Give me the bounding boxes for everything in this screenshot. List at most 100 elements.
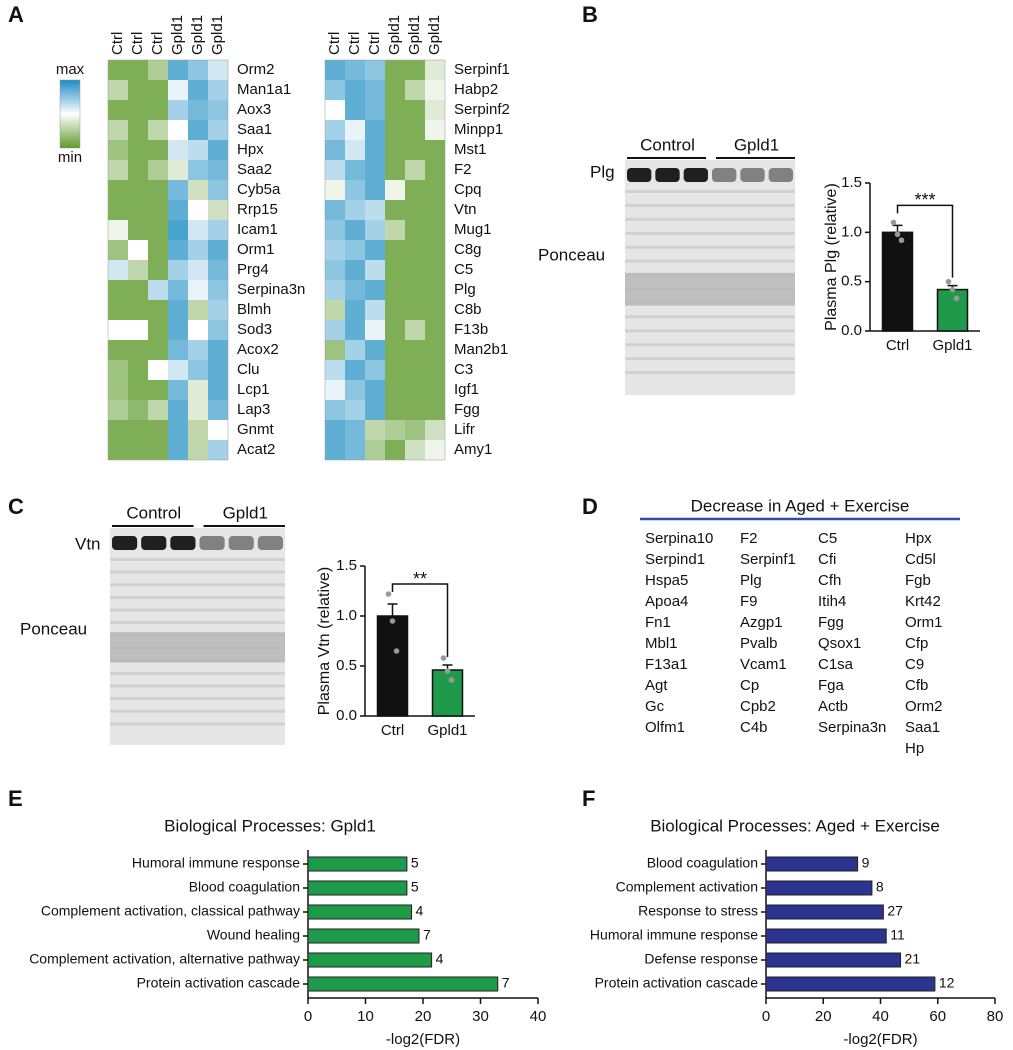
heatmap-cell (108, 160, 128, 180)
gene-name: Orm2 (905, 698, 943, 715)
heatmap-cell (128, 320, 148, 340)
heatmap-cell (345, 440, 365, 460)
heatmap-cell (405, 140, 425, 160)
heatmap-cell (108, 440, 128, 460)
bar (765, 928, 887, 944)
panel-label: F (582, 786, 595, 811)
count-label: 5 (411, 855, 419, 871)
heatmap-cell (325, 60, 345, 80)
heatmap-cell (148, 300, 168, 320)
gene-name: Gc (645, 698, 665, 715)
column-label: Ctrl (326, 32, 343, 55)
count-label: 4 (416, 903, 424, 919)
panel-label: E (8, 786, 23, 811)
gene-name: C4b (740, 719, 768, 736)
category-label: Complement activation, classical pathway (41, 903, 300, 919)
heatmap-cell (168, 80, 188, 100)
heatmap-cell (365, 300, 385, 320)
heatmap-cell (365, 280, 385, 300)
y-tick-label: 0.5 (841, 273, 862, 290)
heatmap-cell (345, 200, 365, 220)
heatmap-cell (168, 240, 188, 260)
row-label: Cyb5a (237, 181, 281, 198)
heatmap-cell (188, 400, 208, 420)
heatmap-cell (365, 80, 385, 100)
blot-band (170, 536, 196, 550)
heatmap-cell (385, 60, 405, 80)
bar (307, 928, 420, 944)
row-label: Sod3 (237, 321, 272, 338)
heatmap-cell (325, 100, 345, 120)
heatmap-cell (325, 420, 345, 440)
gene-name: Vcam1 (740, 656, 787, 673)
heatmap-cell (188, 80, 208, 100)
gene-name: Cpb2 (740, 698, 776, 715)
heatmap-cell (208, 240, 228, 260)
heatmap-cell (385, 200, 405, 220)
heatmap-cell (148, 400, 168, 420)
heatmap-cell (208, 440, 228, 460)
heatmap-cell (128, 200, 148, 220)
heatmap-cell (385, 380, 405, 400)
count-label: 11 (890, 927, 905, 943)
blot-band (655, 168, 680, 182)
heatmap-cell (425, 200, 445, 220)
blot-stain-band (625, 357, 795, 361)
gene-name: F2 (740, 530, 758, 547)
heatmap-cell (365, 140, 385, 160)
heatmap-cell (345, 300, 365, 320)
heatmap-cell (148, 140, 168, 160)
heatmap-cell (188, 240, 208, 260)
heatmap-cell (425, 140, 445, 160)
heatmap-cell (128, 380, 148, 400)
y-tick-label: 1.5 (336, 557, 357, 574)
row-label: Igf1 (454, 381, 479, 398)
category-label: Protein activation cascade (595, 975, 759, 991)
gene-name: Cfh (818, 572, 841, 589)
bar (307, 856, 408, 872)
heatmap-cell (168, 260, 188, 280)
heatmap-cell (188, 360, 208, 380)
heatmap-cell (325, 400, 345, 420)
row-label: Prg4 (237, 261, 269, 278)
heatmap-cell (148, 200, 168, 220)
heatmap-cell (325, 240, 345, 260)
heatmap-cell (188, 140, 208, 160)
gene-name: Azgp1 (740, 614, 783, 631)
data-point (389, 618, 396, 624)
heatmap-cell (108, 260, 128, 280)
significance: *** (914, 190, 935, 210)
heatmap-cell (108, 340, 128, 360)
gene-name: C1sa (818, 656, 854, 673)
gene-name: F13a1 (645, 656, 688, 673)
colorbar-label: min (58, 149, 82, 166)
column-label: Ctrl (366, 32, 383, 55)
heatmap-cell (208, 160, 228, 180)
heatmap-cell (325, 320, 345, 340)
heatmap-cell (425, 260, 445, 280)
gene-name: Qsox1 (818, 635, 861, 652)
heatmap-cell (385, 140, 405, 160)
category-label: Blood coagulation (189, 879, 300, 895)
category-label: Humoral immune response (590, 927, 758, 943)
heatmap-cell (168, 140, 188, 160)
heatmap-cell (345, 60, 365, 80)
heatmap-cell (208, 360, 228, 380)
heatmap-cell (345, 340, 365, 360)
heatmap-cell (345, 280, 365, 300)
x-tick-label: 10 (357, 1008, 374, 1025)
heatmap-cell (425, 220, 445, 240)
data-point (953, 295, 960, 302)
gene-name: Cfp (905, 635, 928, 652)
heatmap-cell (365, 120, 385, 140)
heatmap-frame (324, 59, 446, 461)
band-label: Vtn (75, 534, 101, 553)
data-point (393, 648, 400, 654)
data-point (945, 278, 952, 285)
heatmap-cell (325, 280, 345, 300)
heatmap-cell (365, 420, 385, 440)
heatmap-cell (188, 260, 208, 280)
heatmap-cell (208, 380, 228, 400)
x-tick-label: Ctrl (381, 722, 404, 739)
y-tick-label: 0.0 (336, 707, 357, 724)
